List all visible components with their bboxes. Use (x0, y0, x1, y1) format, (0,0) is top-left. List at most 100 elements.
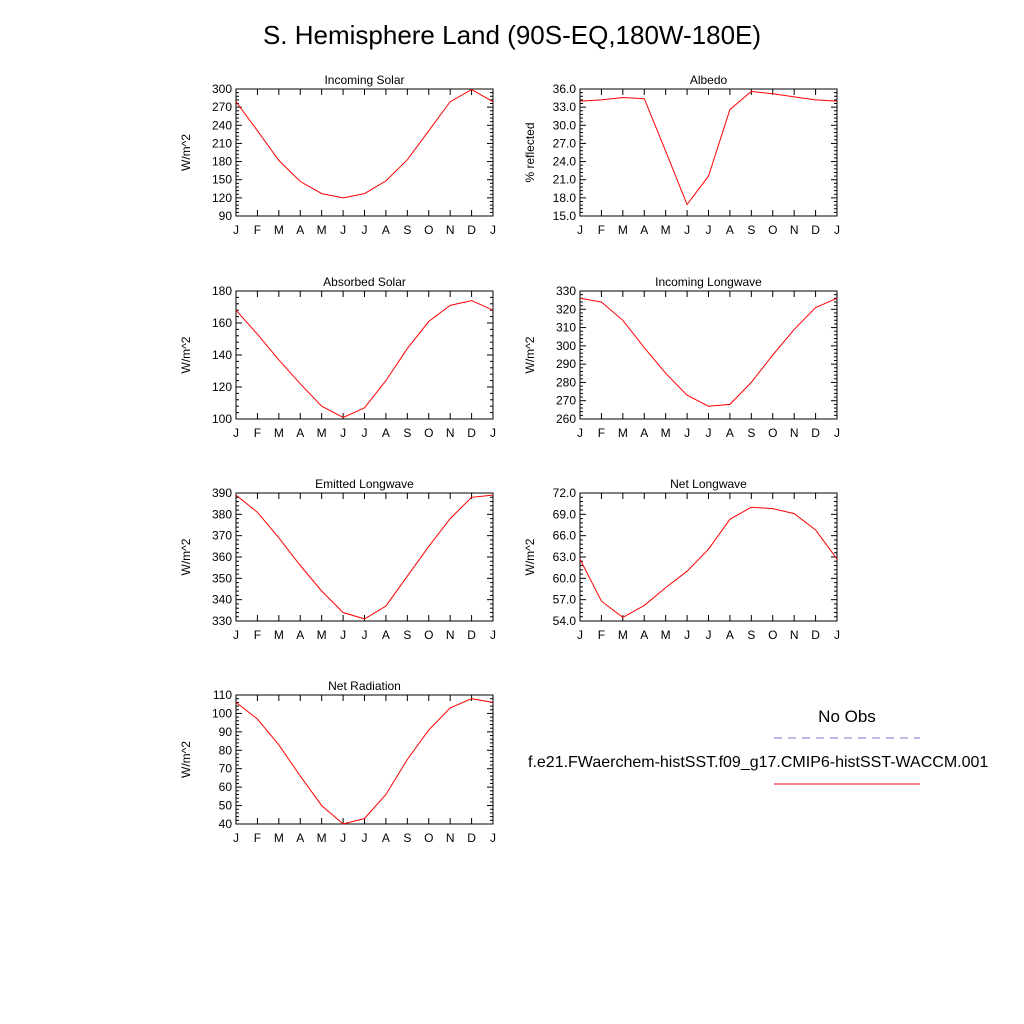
y-tick-label: 60.0 (553, 571, 577, 585)
y-tick-label: 160 (212, 316, 232, 330)
y-tick-label: 100 (212, 706, 232, 720)
y-tick-label: 150 (212, 173, 232, 187)
x-tick-label: J (706, 628, 712, 642)
x-tick-label: O (424, 628, 433, 642)
y-tick-label: 18.0 (553, 191, 577, 205)
x-tick-label: J (340, 628, 346, 642)
x-tick-label: A (640, 223, 648, 237)
y-tick-label: 30.0 (553, 118, 577, 132)
x-tick-label: N (446, 831, 455, 845)
y-tick-label: 370 (212, 529, 232, 543)
series-line (235, 698, 494, 825)
x-tick-label: J (340, 223, 346, 237)
x-tick-label: M (618, 223, 628, 237)
y-tick-label: 27.0 (553, 136, 577, 150)
x-tick-label: N (790, 426, 799, 440)
x-tick-label: D (811, 223, 820, 237)
x-tick-label: O (768, 223, 777, 237)
y-tick-label: 270 (556, 394, 576, 408)
y-tick-label: 280 (556, 375, 576, 389)
y-tick-label: 120 (212, 380, 232, 394)
series-line (235, 89, 494, 199)
x-tick-label: J (340, 831, 346, 845)
plot-frame (235, 88, 494, 217)
y-tick-label: 380 (212, 507, 232, 521)
x-tick-label: D (467, 223, 476, 237)
x-tick-label: A (382, 223, 390, 237)
x-tick-label: A (726, 628, 734, 642)
plot-frame (579, 88, 838, 217)
x-tick-label: F (254, 426, 261, 440)
x-tick-label: S (747, 426, 755, 440)
y-tick-label: 54.0 (553, 614, 577, 628)
plot-frame (579, 492, 838, 622)
y-tick-label: 320 (556, 302, 576, 316)
x-tick-label: N (446, 223, 455, 237)
x-tick-label: A (382, 831, 390, 845)
y-tick-label: 290 (556, 357, 576, 371)
x-tick-label: F (598, 223, 605, 237)
plot-frame (235, 694, 494, 825)
chart-title: Absorbed Solar (323, 275, 406, 289)
x-tick-label: S (403, 223, 411, 237)
x-tick-label: J (684, 223, 690, 237)
chart-title: Incoming Solar (324, 73, 404, 87)
page-title: S. Hemisphere Land (90S-EQ,180W-180E) (262, 20, 762, 50)
x-tick-label: O (424, 426, 433, 440)
x-tick-label: A (726, 223, 734, 237)
x-tick-label: A (382, 628, 390, 642)
x-tick-label: O (768, 426, 777, 440)
x-tick-label: M (274, 628, 284, 642)
plot-frame (579, 290, 838, 420)
x-tick-label: J (362, 628, 368, 642)
x-tick-label: J (362, 223, 368, 237)
x-tick-label: J (233, 426, 239, 440)
chart-title: Net Radiation (328, 679, 401, 693)
x-tick-label: J (362, 831, 368, 845)
x-tick-label: M (618, 426, 628, 440)
y-tick-label: 70 (219, 762, 233, 776)
x-tick-label: F (598, 426, 605, 440)
legend: No Obs f.e21.FWaerchem-histSST.f09_g17.C… (528, 707, 988, 785)
x-tick-label: A (296, 628, 304, 642)
y-tick-label: 72.0 (553, 486, 577, 500)
y-tick-label: 120 (212, 191, 232, 205)
x-tick-label: A (296, 831, 304, 845)
y-tick-label: 57.0 (553, 593, 577, 607)
x-tick-label: O (424, 831, 433, 845)
series-line (235, 300, 494, 418)
y-tick-label: 140 (212, 348, 232, 362)
y-axis-label: W/m^2 (179, 538, 193, 575)
y-tick-label: 21.0 (553, 173, 577, 187)
x-tick-label: F (254, 628, 261, 642)
chart-title: Albedo (690, 73, 728, 87)
x-tick-label: J (233, 831, 239, 845)
y-tick-label: 24.0 (553, 155, 577, 169)
x-tick-label: D (811, 628, 820, 642)
x-tick-label: S (747, 628, 755, 642)
x-tick-label: A (726, 426, 734, 440)
x-tick-label: S (403, 628, 411, 642)
x-tick-label: M (317, 831, 327, 845)
x-tick-label: J (490, 628, 496, 642)
y-tick-label: 330 (212, 614, 232, 628)
y-tick-label: 180 (212, 284, 232, 298)
legend-obs-label: No Obs (818, 707, 876, 726)
x-tick-label: J (577, 628, 583, 642)
series-line (579, 506, 838, 618)
y-tick-label: 15.0 (553, 209, 577, 223)
chart-title: Emitted Longwave (315, 477, 414, 491)
series-line (579, 90, 838, 206)
x-tick-label: M (661, 628, 671, 642)
x-tick-label: N (790, 628, 799, 642)
x-tick-label: M (274, 831, 284, 845)
x-tick-label: J (233, 223, 239, 237)
series-line (579, 297, 838, 407)
x-tick-label: M (618, 628, 628, 642)
x-tick-label: A (296, 426, 304, 440)
